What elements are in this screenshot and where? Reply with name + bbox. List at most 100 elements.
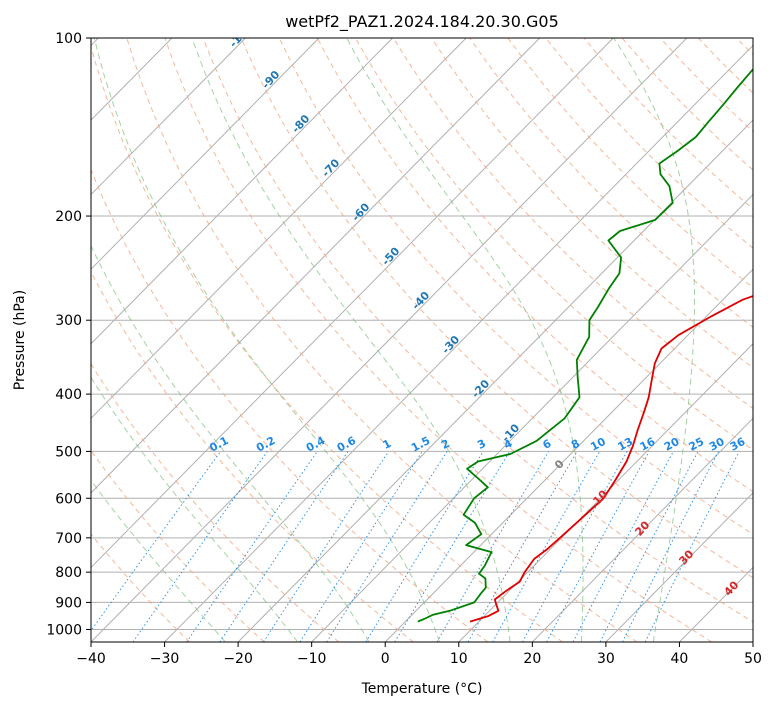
dry-adiabat-80 xyxy=(316,38,753,493)
mixing-ratio-line-30 xyxy=(622,451,719,642)
x-tick-label: −40 xyxy=(76,651,106,667)
isotherm-10 xyxy=(458,343,753,642)
isotherm-30 xyxy=(605,492,753,642)
x-tick-label: −30 xyxy=(150,651,180,667)
dry-adiabat-70 xyxy=(278,38,753,536)
mixing-ratio-line-0.2 xyxy=(132,451,268,642)
warm-isotherm-label: 30 xyxy=(676,547,696,567)
mixing-ratio-label: 3 xyxy=(475,437,488,452)
mixing-ratio-line-0.4 xyxy=(186,451,318,642)
dry-adiabat-190 xyxy=(736,38,753,56)
isotherm--10 xyxy=(311,193,753,642)
chart-title: wetPf2_PAZ1.2024.184.20.30.G05 xyxy=(285,12,559,32)
temperature-profile-line xyxy=(469,295,753,623)
dry-adiabat--20 xyxy=(91,449,265,642)
mixing-ratio-lines xyxy=(91,451,740,642)
moist-adiabat-15 xyxy=(191,38,511,642)
isotherm--80 xyxy=(91,38,393,345)
y-tick-label: 100 xyxy=(55,31,82,47)
isotherm--100 xyxy=(91,38,246,196)
mixing-ratio-label: 2 xyxy=(439,437,452,452)
plot-frame xyxy=(90,37,754,643)
dry-adiabat-30 xyxy=(126,38,638,642)
isotherm-50 xyxy=(752,641,753,642)
x-axis-label: Temperature (°C) xyxy=(361,681,483,697)
dry-adiabat--10 xyxy=(91,362,340,642)
mixing-ratio-label: 16 xyxy=(638,435,658,454)
isotherm--40 xyxy=(91,38,688,642)
moist-adiabat-35 xyxy=(613,38,695,642)
mixing-ratio-label: 10 xyxy=(588,435,608,454)
isotherm--60 xyxy=(91,38,541,494)
x-tick-label: 20 xyxy=(523,651,541,667)
series-layer xyxy=(417,67,753,623)
moist-adiabat--15 xyxy=(91,376,298,642)
dry-adiabat-150 xyxy=(583,38,753,210)
isotherm-0 xyxy=(384,268,753,642)
mixing-ratio-label: 6 xyxy=(541,437,554,452)
isotherm-label: -90 xyxy=(259,68,282,92)
y-tick-label: 700 xyxy=(55,531,82,547)
dry-adiabat-140 xyxy=(545,38,753,249)
dry-adiabat-90 xyxy=(354,38,753,451)
mixing-ratio-label: 1 xyxy=(381,437,394,452)
mixing-ratio-label: 25 xyxy=(687,435,707,454)
mixing-ratio-label: 20 xyxy=(662,435,682,454)
x-tick-label: −20 xyxy=(223,651,253,667)
isotherm-20 xyxy=(531,417,753,642)
mixing-ratio-line-3 xyxy=(365,451,484,642)
isotherm--20 xyxy=(237,119,753,642)
dry-adiabat-40 xyxy=(164,38,713,642)
y-axis-label: Pressure (hPa) xyxy=(12,290,28,390)
dewpoint-profile-line xyxy=(417,67,753,623)
x-axis-ticks: −40 −30 −20 −10 0 10 20 30 40 50 xyxy=(76,642,762,667)
isotherm-label: -30 xyxy=(439,333,462,357)
dry-adiabats xyxy=(91,38,753,642)
x-tick-label: 0 xyxy=(381,651,390,667)
warm-isotherm-label: 20 xyxy=(632,518,652,538)
isotherm-label: -40 xyxy=(409,289,432,313)
isotherm--70 xyxy=(91,38,467,420)
isotherm-label: -60 xyxy=(349,200,372,224)
y-tick-label: 200 xyxy=(55,209,82,225)
moist-adiabat-5 xyxy=(93,38,440,642)
x-tick-label: 30 xyxy=(597,651,615,667)
grid-layer xyxy=(91,38,753,642)
mixing-ratio-line-1.5 xyxy=(299,451,423,642)
isotherm-label: -70 xyxy=(319,156,342,180)
mixing-ratio-line-10 xyxy=(492,451,601,642)
plot-area: 0.1 0.2 0.4 0.6 1 1.5 2 3 4 6 8 10 13 16 20 25 30 36-100-… xyxy=(91,21,753,642)
y-tick-label: 900 xyxy=(55,595,82,611)
dry-adiabat-120 xyxy=(469,38,753,329)
mixing-ratio-label: 13 xyxy=(616,435,636,454)
x-tick-label: 10 xyxy=(450,651,468,667)
dry-adiabat-20 xyxy=(91,44,563,642)
dry-adiabat-180 xyxy=(697,38,753,94)
moist-adiabat--5 xyxy=(91,244,370,642)
x-tick-label: 50 xyxy=(744,651,762,667)
mixing-ratio-line-16 xyxy=(546,451,650,642)
mixing-ratio-line-0.6 xyxy=(219,451,349,642)
mixing-ratio-line-0.1 xyxy=(91,451,222,632)
dry-adiabat-0 xyxy=(91,270,414,642)
isotherm--30 xyxy=(164,44,753,642)
isotherm-label: -100 xyxy=(227,21,256,50)
isotherm-label: -20 xyxy=(469,377,492,401)
moist-adiabats xyxy=(91,38,695,642)
x-tick-label: 40 xyxy=(671,651,689,667)
mixing-ratio-line-20 xyxy=(572,451,674,642)
dry-adiabat-10 xyxy=(91,168,489,642)
mixing-ratio-line-25 xyxy=(599,451,699,642)
y-axis-ticks: 1000 900 800 700 600 500 400 300 200 100 xyxy=(46,31,91,638)
dry-adiabat-170 xyxy=(659,38,753,133)
y-tick-label: 800 xyxy=(55,565,82,581)
y-tick-label: 500 xyxy=(55,444,82,460)
isotherm--90 xyxy=(91,38,320,270)
y-tick-label: 600 xyxy=(55,491,82,507)
dry-adiabat-50 xyxy=(202,38,753,623)
mixing-ratio-label: 30 xyxy=(707,435,727,454)
x-tick-label: −10 xyxy=(297,651,327,667)
dry-adiabat-110 xyxy=(431,38,753,369)
line-labels: 0.1 0.2 0.4 0.6 1 1.5 2 3 4 6 8 10 13 16 20 25 30 36-100-… xyxy=(207,21,747,599)
